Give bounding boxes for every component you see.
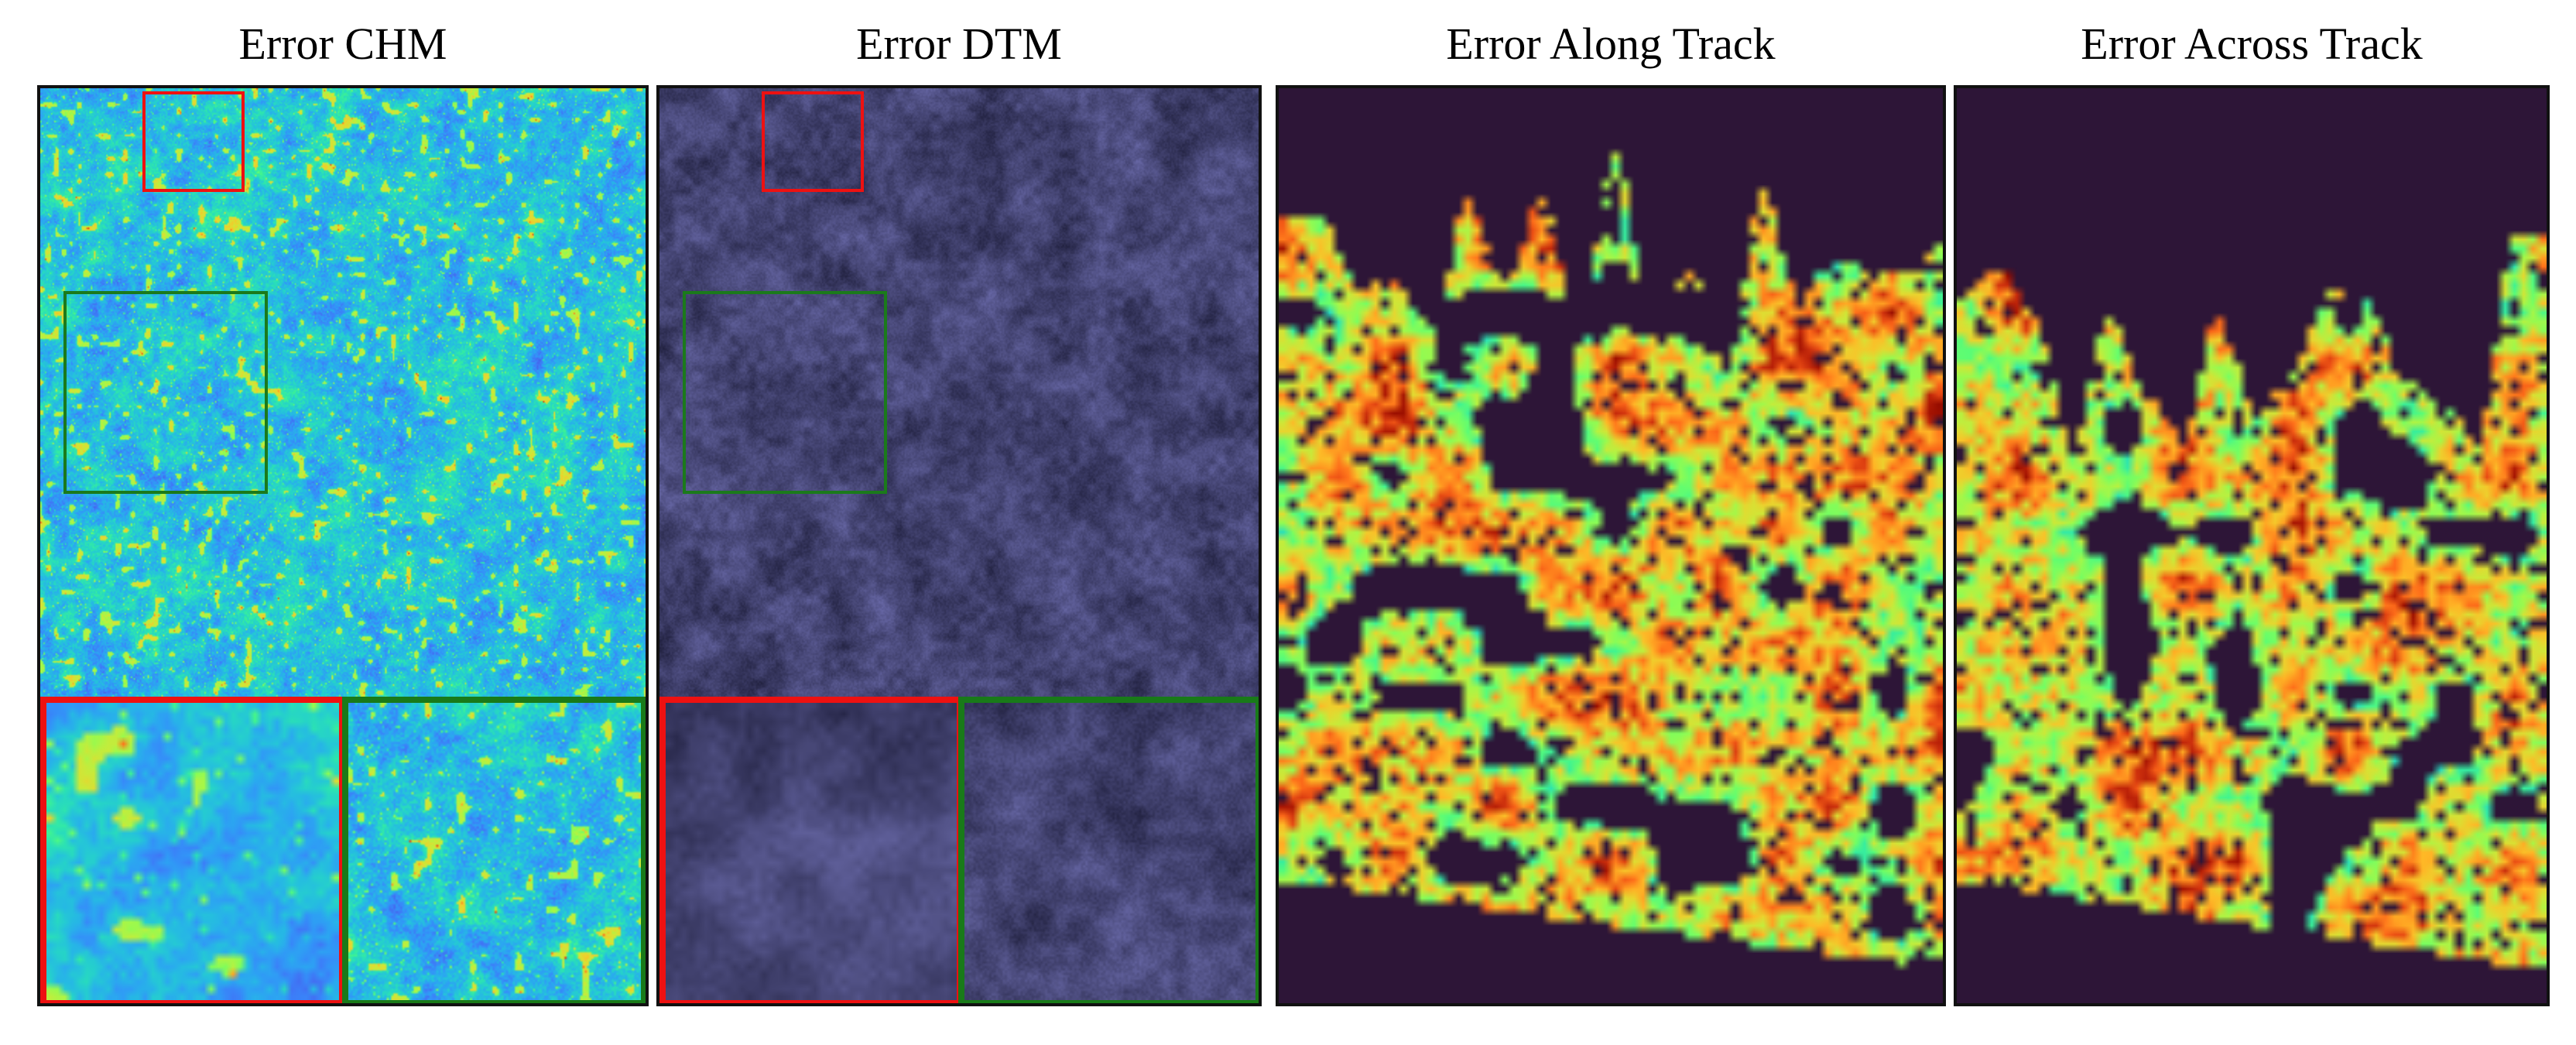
error-along-track-heatmap (1279, 88, 1943, 1003)
error-across-track-heatmap (1957, 88, 2547, 1003)
error-chm-heatmap (40, 88, 646, 785)
title-error-chm: Error CHM (238, 19, 447, 69)
title-error-across-track: Error Across Track (2081, 19, 2423, 69)
error-chm-panel (37, 85, 649, 1006)
error-along-track-panel (1276, 85, 1946, 1006)
dtm-green-zoom-inset (958, 697, 1259, 1003)
dtm-red-zoom-inset (659, 697, 963, 1003)
error-dtm-panel (656, 85, 1262, 1006)
title-error-dtm: Error DTM (856, 19, 1062, 69)
chm-red-zoom-inset (40, 697, 345, 1003)
error-dtm-heatmap (659, 88, 1259, 785)
error-across-track-panel (1954, 85, 2550, 1006)
chm-green-zoom-inset (342, 697, 646, 1003)
title-error-along-track: Error Along Track (1446, 19, 1776, 69)
